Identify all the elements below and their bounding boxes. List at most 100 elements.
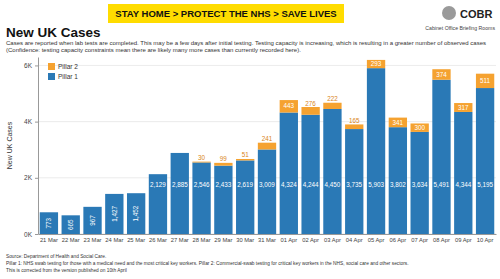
- bar: [192, 162, 210, 234]
- data-label: 293: [371, 60, 382, 67]
- tick-label: 2K: [24, 174, 33, 181]
- bar: [258, 143, 276, 150]
- x-tick: 08 Apr: [433, 237, 450, 243]
- data-label: 300: [414, 124, 425, 131]
- data-label: 4,244: [303, 181, 319, 188]
- footer-line: This is corrected from the version publi…: [6, 267, 500, 274]
- tick-label: 26 Mar: [149, 237, 167, 243]
- data-label: 511: [480, 77, 491, 84]
- data-label: 4,344: [455, 181, 471, 188]
- bar: [236, 160, 254, 234]
- tick-label: 27 Mar: [171, 237, 189, 243]
- data-label: 2,546: [194, 181, 210, 188]
- footer: Source: Department of Health and Social …: [6, 253, 500, 274]
- tick-label: 31 Mar: [258, 237, 276, 243]
- x-tick: 10 Apr: [477, 237, 494, 243]
- tick-label: 0K: [24, 231, 33, 238]
- data-label: 341: [393, 119, 404, 126]
- bar: [83, 207, 101, 234]
- data-label: 3,802: [390, 181, 406, 188]
- bar: [367, 68, 385, 234]
- chart-subtitle: Cases are reported when lab tests are co…: [6, 40, 494, 54]
- x-tick: 30 Mar: [236, 237, 254, 243]
- grid: [38, 65, 496, 234]
- footer-line: Source: Department of Health and Social …: [6, 253, 500, 260]
- bar: [345, 124, 363, 129]
- tick-mark: [35, 122, 38, 123]
- x-tick: 21 Mar: [40, 237, 58, 243]
- bar: [345, 129, 363, 234]
- bar: [214, 163, 232, 166]
- x-tick: 31 Mar: [258, 237, 276, 243]
- footer-line: Pillar 1: NHS swab testing for those wit…: [6, 260, 500, 267]
- bars: [40, 60, 495, 234]
- data-label: 3,634: [412, 181, 428, 188]
- data-label: 773: [45, 217, 52, 228]
- data-label: 5,491: [434, 181, 450, 188]
- x-tick: 04 Apr: [346, 237, 363, 243]
- tick-label: 06 Apr: [389, 237, 406, 243]
- data-label: 1,427: [111, 206, 118, 222]
- bar: [476, 74, 494, 88]
- bar: [454, 103, 472, 112]
- tick-label: 21 Mar: [40, 237, 58, 243]
- x-tick: 25 Mar: [127, 237, 145, 243]
- y-axis: 0K2K4K6K: [24, 58, 38, 238]
- x-tick: 02 Apr: [302, 237, 319, 243]
- tick-label: 22 Mar: [62, 237, 80, 243]
- bar: [301, 107, 319, 115]
- bar: [40, 212, 58, 234]
- bar: [476, 88, 494, 234]
- data-label: 5,195: [477, 181, 493, 188]
- legend: Pillar 2Pillar 1: [48, 63, 78, 80]
- data-label: 51: [242, 151, 250, 158]
- x-tick: 07 Apr: [411, 237, 428, 243]
- bar: [432, 80, 450, 234]
- y-tick: 0K: [24, 231, 38, 238]
- tick-label: 02 Apr: [302, 237, 319, 243]
- bar: [411, 123, 429, 131]
- series-1: [192, 60, 494, 166]
- tick-label: 6K: [24, 62, 33, 69]
- crest: [442, 6, 456, 20]
- bar: [454, 112, 472, 234]
- data-label: 222: [327, 95, 338, 102]
- bar: [323, 103, 341, 109]
- tick-mark: [35, 65, 38, 66]
- tick-label: 28 Mar: [193, 237, 211, 243]
- y-axis-title: New UK Cases: [6, 121, 13, 169]
- grid-line: [38, 65, 496, 66]
- tick-label: 05 Apr: [368, 237, 385, 243]
- tick-label: 24 Mar: [105, 237, 123, 243]
- tick-label: 29 Mar: [214, 237, 232, 243]
- axis-line: [38, 58, 39, 235]
- org-full-name: Cabinet Office Briefing Rooms: [425, 25, 495, 31]
- grid-line: [38, 121, 496, 122]
- x-tick: 28 Mar: [193, 237, 211, 243]
- data-label: 1,452: [132, 205, 139, 221]
- x-axis: 21 Mar 22 Mar 23 Mar24 Mar 25 Mar 26 Mar 27 M…: [39, 235, 497, 244]
- tick-label: 25 Mar: [127, 237, 145, 243]
- bar: [280, 113, 298, 234]
- tick-label: 09 Apr: [455, 237, 472, 243]
- bar: [192, 161, 210, 163]
- bar: [367, 60, 385, 68]
- legend-label: Pillar 2: [58, 63, 78, 70]
- banner-bg: [108, 4, 344, 23]
- data-label: 2,129: [150, 181, 166, 188]
- x-tick: 26 Mar: [149, 237, 167, 243]
- data-label: 3,735: [346, 181, 362, 188]
- bar: [171, 153, 189, 234]
- bar: [389, 118, 407, 128]
- x-tick: 05 Apr: [368, 237, 385, 243]
- tick-label: 04 Apr: [346, 237, 363, 243]
- tick-label: 03 Apr: [324, 237, 341, 243]
- x-tick: 09 Apr: [455, 237, 472, 243]
- x-tick: 06 Apr: [389, 237, 406, 243]
- legend-swatch: [48, 63, 55, 70]
- tick-mark: [35, 178, 38, 179]
- banner-text: STAY HOME > PROTECT THE NHS > SAVE LIVES: [115, 8, 336, 19]
- tick-label: 23 Mar: [84, 237, 102, 243]
- bar: [149, 174, 167, 234]
- bar: [127, 193, 145, 234]
